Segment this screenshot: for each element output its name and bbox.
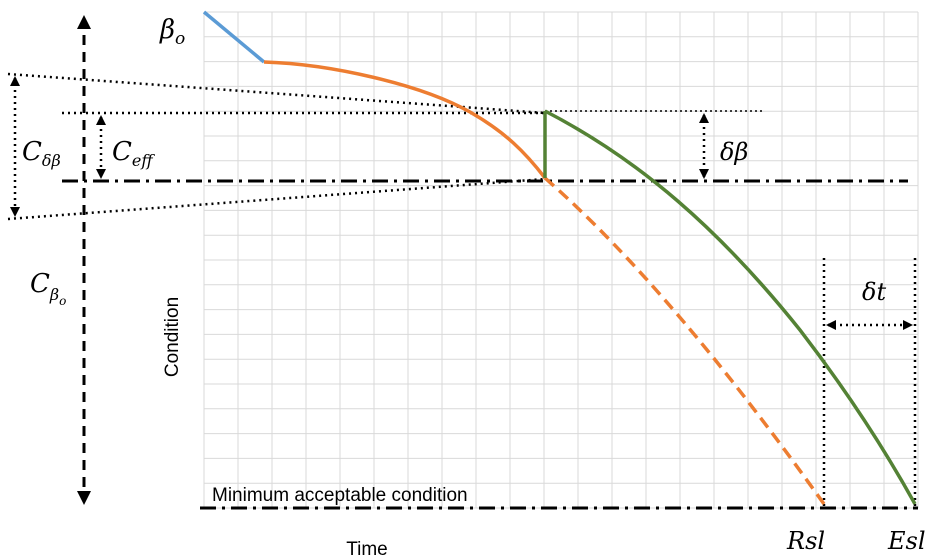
delta-t-label: δt <box>862 278 886 306</box>
deterioration-curve-projected <box>543 176 826 506</box>
background-grid <box>203 11 919 509</box>
c-eff-label: Ceff <box>112 137 155 170</box>
x-axis-label: Time <box>346 539 388 560</box>
y-axis-label: Condition <box>162 297 183 377</box>
delta-beta-label: δβ <box>720 138 748 166</box>
c-beta-o-label: Cβo <box>30 269 66 308</box>
deterioration-curve <box>263 60 547 180</box>
post-intervention-curve <box>544 109 917 505</box>
beta-o-label: βo <box>159 15 185 49</box>
c-delta-beta-label: Cδβ <box>22 137 61 170</box>
lower-cone-line <box>7 177 546 221</box>
esl-label: Esl <box>887 527 926 555</box>
minimum-condition-label: Minimum acceptable condition <box>212 485 468 506</box>
rsl-label: Rsl <box>786 527 825 555</box>
initial-segment-curve <box>202 10 266 64</box>
